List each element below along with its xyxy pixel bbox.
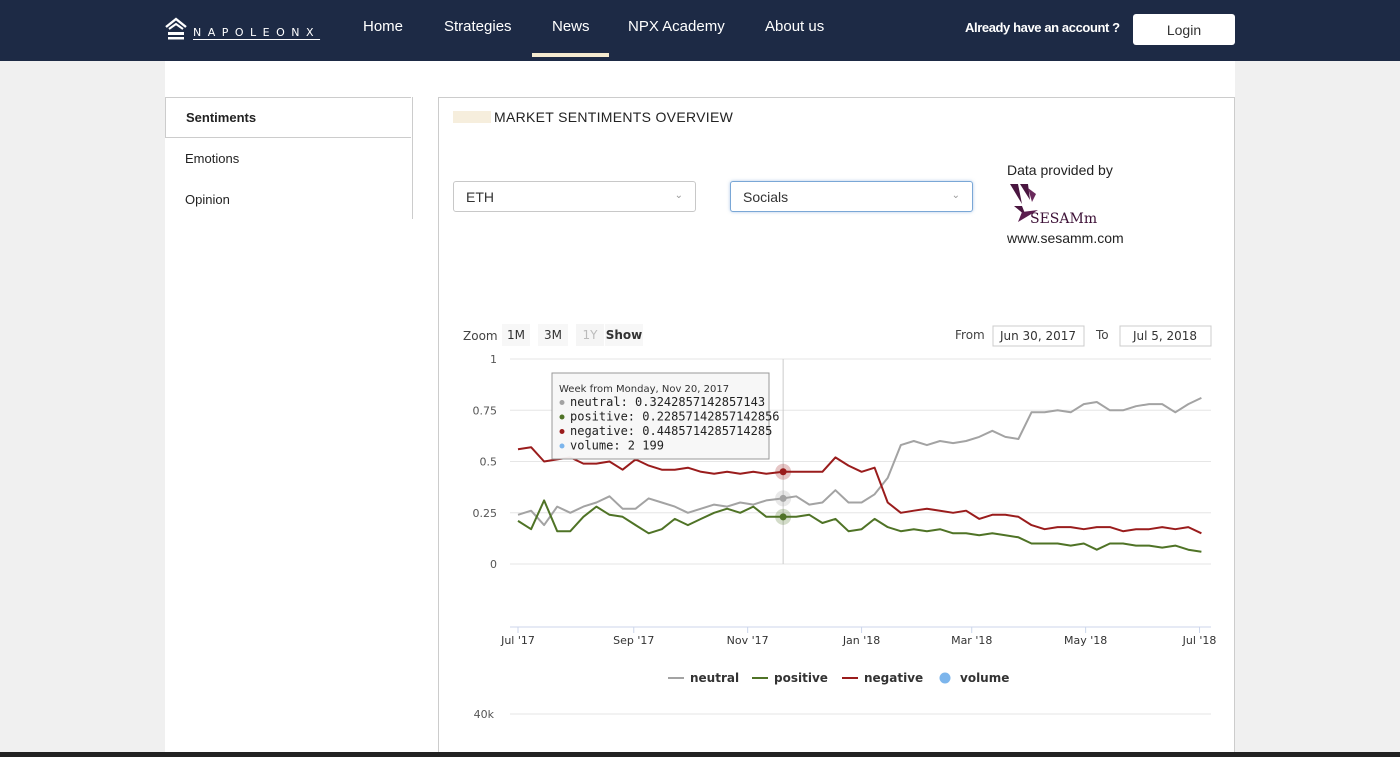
zoom-label-3m: 3M <box>544 328 562 342</box>
sidebar-item-sentiments[interactable]: Sentiments <box>165 97 411 138</box>
x-tick-label: Mar '18 <box>951 634 992 647</box>
nav-news[interactable]: News <box>552 18 590 35</box>
from-date-value: Jun 30, 2017 <box>999 329 1076 343</box>
y-tick-label: 0.5 <box>480 456 498 469</box>
series-line-negative[interactable] <box>517 446 1202 535</box>
hover-point-negative <box>779 468 787 476</box>
nav-about-us[interactable]: About us <box>765 18 825 35</box>
source-select-value: Socials <box>743 188 789 205</box>
sidebar-item-opinion[interactable]: Opinion <box>185 191 230 207</box>
sentiment-chart: Zoom 1M 3M 1Y Show From Jun 30, 2017 To Jul 5, 2… <box>463 324 1217 721</box>
panel-title: MARKET SENTIMENTS OVERVIEW <box>494 109 734 125</box>
hover-point-neutral <box>779 494 787 502</box>
provider-link[interactable]: www.sesamm.com <box>1007 230 1124 246</box>
asset-select-value: ETH <box>466 188 494 205</box>
legend-item-neutral[interactable]: neutral <box>690 671 739 685</box>
x-tick-label: Jul '17 <box>500 634 535 647</box>
window-bottom-edge <box>0 752 1400 757</box>
from-label: From <box>955 328 985 342</box>
tooltip-header: Week from Monday, Nov 20, 2017 <box>559 384 729 395</box>
nav-active-indicator <box>532 53 609 57</box>
from-date-input[interactable] <box>992 325 1085 347</box>
top-navigation-bar: NAPOLEONX Home Strategies News NPX Acade… <box>0 0 1400 61</box>
asset-select[interactable]: ETH ⌄ <box>453 181 696 212</box>
series-line-positive[interactable] <box>517 499 1202 553</box>
zoom-button-1y <box>576 324 604 346</box>
x-tick-label: Jul '18 <box>1182 634 1217 647</box>
legend-symbol-volume <box>939 672 951 684</box>
y-tick-label: 0 <box>490 558 497 571</box>
legend-item-negative[interactable]: negative <box>864 671 923 685</box>
napoleonx-logo-icon <box>165 17 187 40</box>
tooltip-dot-neutral <box>559 400 565 405</box>
sidebar-item-emotions[interactable]: Emotions <box>185 150 240 166</box>
provided-by-label: Data provided by <box>1007 162 1113 178</box>
title-accent <box>453 111 491 123</box>
tooltip-dot-negative <box>559 429 565 434</box>
login-button[interactable]: Login <box>1133 14 1235 45</box>
nav-home[interactable]: Home <box>363 18 404 35</box>
y-tick-label: 0.75 <box>473 404 498 417</box>
zoom-label-show: Show <box>606 328 643 342</box>
nav-strategies[interactable]: Strategies <box>444 18 512 35</box>
x-tick-label: Jan '18 <box>842 634 880 647</box>
napoleonx-logo[interactable]: NAPOLEONX <box>165 16 320 42</box>
zoom-button-3m[interactable] <box>538 324 568 346</box>
tooltip-row-negative: negative: 0.4485714285714285 <box>570 424 772 438</box>
volume-axis-label: 40k <box>474 708 495 721</box>
legend-item-volume[interactable]: volume <box>960 671 1009 685</box>
tooltip-dot-positive <box>559 414 565 420</box>
sesamm-logo-icon: SESAMm <box>1010 184 1097 227</box>
legend-item-positive[interactable]: positive <box>774 671 828 685</box>
y-tick-label: 0.25 <box>473 507 498 520</box>
y-tick-label: 1 <box>490 353 497 366</box>
tooltip-row-volume: volume: 2 199 <box>570 439 664 453</box>
zoom-button-1m[interactable] <box>502 324 530 346</box>
nav-npx-academy[interactable]: NPX Academy <box>628 18 725 35</box>
chevron-down-icon: ⌄ <box>674 190 683 201</box>
to-label: To <box>1095 328 1109 342</box>
x-tick-label: Sep '17 <box>613 634 654 647</box>
zoom-label-1y: 1Y <box>583 328 599 342</box>
x-tick-label: Nov '17 <box>727 634 769 647</box>
to-date-value: Jul 5, 2018 <box>1132 329 1197 343</box>
tooltip-row-positive: positive: 0.22857142857142856 <box>570 410 780 424</box>
sesamm-logo[interactable]: SESAMm <box>1008 182 1098 231</box>
sentiment-sidebar: Sentiments Emotions Opinion <box>165 97 413 219</box>
tooltip-box <box>551 372 770 460</box>
zoom-button-show[interactable] <box>605 324 643 346</box>
tooltip-row-neutral: neutral: 0.3242857142857143 <box>570 395 765 409</box>
hover-point-positive <box>779 513 787 521</box>
tooltip-dot-volume <box>559 443 565 449</box>
sesamm-logo-text: SESAMm <box>1030 211 1097 226</box>
series-line-neutral[interactable] <box>517 396 1202 527</box>
zoom-label-1m: 1M <box>507 328 525 342</box>
chevron-down-icon: ⌄ <box>951 190 960 201</box>
x-tick-label: May '18 <box>1064 634 1107 647</box>
zoom-label: Zoom <box>463 329 498 343</box>
to-date-input[interactable] <box>1119 325 1212 347</box>
logo-text: NAPOLEONX <box>193 25 321 39</box>
account-prompt: Already have an account ? <box>965 20 1120 35</box>
source-select[interactable]: Socials ⌄ <box>730 181 973 212</box>
sentiment-panel <box>438 97 1235 757</box>
